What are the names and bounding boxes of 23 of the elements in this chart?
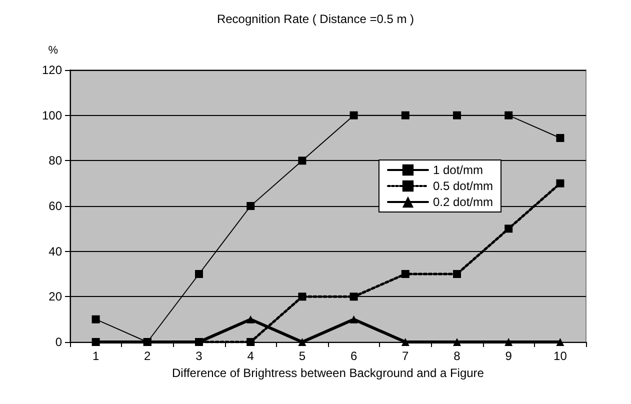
chart-title: Recognition Rate ( Distance =0.5 m ) [216,12,414,26]
legend-label: 0.5 dot/mm [432,179,494,193]
x-tick-label: 10 [554,349,568,363]
x-tick-label: 6 [350,349,358,363]
legend-label: 1 dot/mm [432,163,483,177]
y-tick-label: 40 [48,244,62,258]
x-tick-label: 7 [402,349,410,363]
x-tick-label: 9 [505,349,512,363]
y-tick-label: 0 [55,335,62,349]
y-tick-label: 20 [48,290,62,304]
x-tick-label: 8 [454,349,461,363]
x-tick-label: 5 [298,349,306,363]
y-axis-title: % [48,44,58,56]
y-tick-label: 60 [48,199,62,213]
x-tick-label: 1 [92,349,100,363]
y-tick-label: 120 [42,63,62,77]
x-tick-label: 3 [196,349,203,363]
x-tick-label: 4 [247,349,254,363]
y-tick-label: 100 [42,108,62,122]
x-axis-title: Difference of Brightress between Background and a Figure [172,366,484,380]
y-tick-label: 80 [48,154,62,168]
legend-label: 0.2 dot/mm [432,195,494,209]
x-tick-label: 2 [144,349,152,363]
